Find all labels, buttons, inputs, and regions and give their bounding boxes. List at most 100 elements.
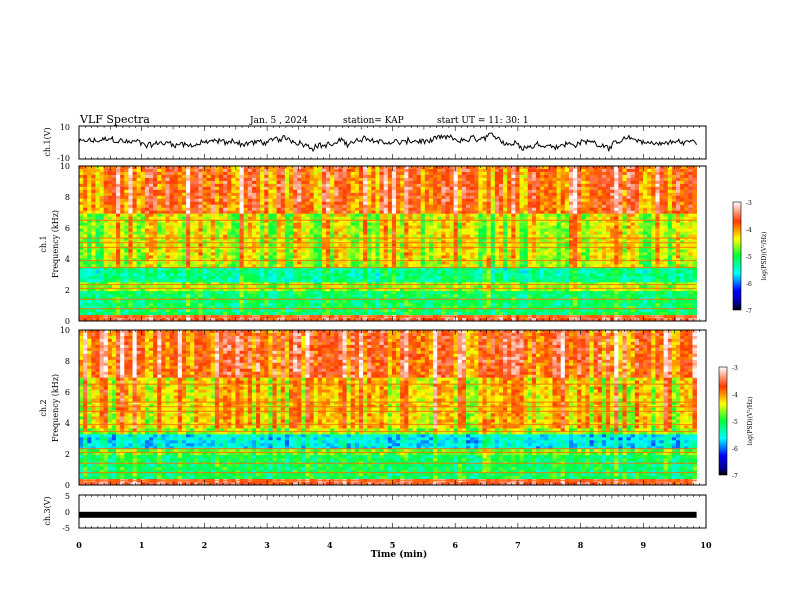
spectrogram-cell	[251, 207, 257, 212]
spectrogram-cell	[153, 252, 158, 256]
spectrogram-cell	[140, 288, 146, 292]
spectrogram-cell	[128, 282, 133, 286]
spectrogram-cell	[350, 285, 356, 289]
spectrogram-cell	[87, 198, 92, 203]
spectrogram-cell	[161, 198, 166, 203]
spectrogram-cell	[424, 246, 430, 250]
spectrogram-cell	[424, 174, 430, 179]
spectrogram-cell	[371, 255, 376, 259]
spectrogram-cell	[206, 180, 212, 185]
spectrogram-cell	[95, 288, 100, 292]
spectrogram-cell	[334, 207, 339, 212]
spectrogram-cell	[358, 216, 364, 221]
spectrogram-cell	[165, 249, 170, 253]
spectrogram-cell	[367, 252, 372, 256]
spectrogram-cell	[116, 246, 121, 250]
spectrogram-cell	[293, 252, 298, 256]
spectrogram-cell	[214, 225, 220, 229]
spectrogram-cell	[363, 234, 368, 238]
spectrogram-cell	[223, 294, 228, 298]
spectrogram-cell	[305, 186, 310, 191]
spectrogram-cell	[87, 168, 92, 173]
spectrogram-cell	[293, 249, 298, 253]
spectrogram-cell	[264, 300, 269, 304]
spectrogram-cell	[284, 204, 290, 209]
spectrogram-cell	[334, 303, 339, 307]
spectrogram-cell	[218, 219, 224, 224]
spectrogram-cell	[181, 318, 187, 322]
spectrogram-cell	[441, 216, 446, 221]
spectrogram-cell	[91, 246, 96, 250]
spectrogram-cell	[136, 166, 142, 170]
spectrogram-cell	[363, 228, 368, 232]
spectrogram-cell	[400, 207, 405, 212]
spectrogram-cell	[367, 279, 372, 283]
spectrogram-cell	[321, 237, 327, 241]
spectrogram-cell	[276, 231, 282, 235]
spectrogram-cell	[107, 201, 113, 206]
spectrogram-cell	[128, 243, 133, 247]
spectrogram-cell	[260, 291, 265, 295]
spectrogram-cell	[140, 171, 146, 176]
spectrogram-cell	[449, 255, 455, 259]
spectrogram-cell	[420, 166, 426, 170]
spectrogram-cell	[428, 171, 434, 176]
spectrogram-cell	[412, 201, 418, 206]
spectrogram-cell	[297, 306, 302, 310]
spectrogram-cell	[173, 282, 179, 286]
spectrogram-cell	[404, 294, 409, 298]
spectrogram-cell	[387, 303, 393, 307]
spectrogram-cell	[367, 228, 372, 232]
spectrogram-cell	[99, 252, 105, 256]
spectrogram-cell	[153, 225, 158, 229]
spectrogram-cell	[79, 231, 84, 235]
spectrogram-cell	[371, 174, 376, 179]
spectrogram-cell	[140, 189, 146, 194]
spectrogram-cell	[260, 276, 265, 280]
spectrogram-cell	[358, 222, 364, 227]
spectrogram-cell	[251, 225, 257, 229]
spectrogram-cell	[91, 177, 96, 182]
spectrogram-cell	[400, 177, 405, 182]
spectrogram-cell	[317, 216, 323, 221]
spectrogram-cell	[441, 177, 446, 182]
spectrogram-cell	[128, 300, 133, 304]
spectrogram-cell	[239, 213, 245, 218]
spectrogram-cell	[124, 216, 129, 221]
spectrogram-cell	[177, 228, 183, 232]
spectrogram-cell	[231, 168, 236, 173]
spectrogram-cell	[449, 267, 455, 271]
spectrogram-cell	[428, 276, 434, 280]
spectrogram-cell	[107, 216, 113, 221]
spectrogram-cell	[371, 294, 376, 298]
spectrogram-cell	[153, 231, 158, 235]
spectrogram-cell	[124, 198, 129, 203]
spectrogram-cell	[144, 303, 150, 307]
spectrogram-cell	[354, 273, 360, 277]
spectrogram-cell	[132, 270, 138, 274]
spectrogram-cell	[375, 204, 380, 209]
spectrogram-cell	[309, 249, 315, 253]
spectrogram-cell	[276, 183, 282, 188]
spectrogram-cell	[305, 276, 310, 280]
spectrogram-cell	[338, 294, 343, 298]
spectrogram-cell	[387, 222, 393, 227]
spectrogram-cell	[120, 267, 125, 271]
spectrogram-cell	[194, 177, 199, 182]
spectrogram-cell	[177, 183, 183, 188]
spectrogram-cell	[111, 282, 117, 286]
spectrogram-cell	[416, 306, 422, 310]
spectrogram-cell	[210, 309, 216, 313]
spectrogram-cell	[227, 288, 232, 292]
spectrogram-cell	[148, 243, 154, 247]
spectrogram-cell	[194, 225, 199, 229]
spectrogram-cell	[313, 294, 319, 298]
spectrogram-cell	[177, 249, 183, 253]
spectrogram-cell	[227, 249, 232, 253]
spectrogram-cell	[107, 177, 113, 182]
spectrogram-cell	[79, 177, 84, 182]
spectrogram-cell	[91, 294, 96, 298]
spectrogram-cell	[272, 312, 278, 316]
spectrogram-cell	[227, 303, 232, 307]
spectrogram-cell	[165, 318, 170, 322]
